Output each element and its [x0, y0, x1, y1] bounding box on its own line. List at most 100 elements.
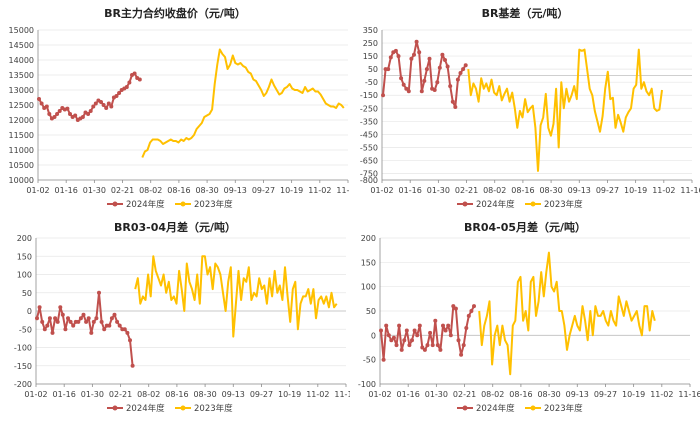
- y-tick-label: 15000: [9, 26, 34, 35]
- legend-marker: [530, 201, 536, 207]
- legend-marker: [112, 405, 118, 411]
- series-line-2023: [141, 48, 345, 158]
- data-point: [97, 290, 101, 295]
- data-point: [456, 338, 461, 343]
- data-point: [99, 319, 104, 324]
- y-tick-label: -450: [360, 130, 378, 139]
- x-tick-label: 11-16: [680, 186, 700, 195]
- y-tick-label: 350: [363, 26, 378, 35]
- legend-label: 2023年度: [544, 403, 583, 414]
- x-tick-label: 11-16: [334, 390, 350, 399]
- x-tick-label: 01-30: [427, 186, 450, 195]
- chart-panel-spread-03-04: BR03-04月差（元/吨） 200 150 100 50 0 -50 -100 -150 -20…: [0, 214, 358, 427]
- y-tick-label: -750: [360, 169, 378, 178]
- data-point: [109, 316, 114, 321]
- data-point: [381, 93, 385, 98]
- x-tick-label: 11-02: [652, 186, 675, 195]
- y-tick-label: -350: [360, 117, 378, 126]
- data-point: [80, 115, 85, 119]
- y-tick-label: 150: [363, 52, 378, 61]
- data-point: [57, 109, 62, 113]
- data-point: [127, 80, 132, 85]
- data-point: [137, 77, 142, 82]
- data-point: [428, 330, 433, 335]
- data-point: [432, 88, 437, 92]
- x-tick-label: 08-30: [537, 390, 560, 399]
- data-point: [66, 316, 70, 321]
- data-point: [425, 343, 430, 348]
- y-tick-label: -50: [19, 325, 32, 334]
- data-point: [73, 113, 78, 118]
- y-tick-label: -800: [360, 176, 378, 185]
- y-tick-label: 10500: [9, 161, 34, 170]
- data-point: [419, 89, 424, 94]
- data-point: [453, 105, 458, 109]
- x-tick-label: 10-19: [622, 390, 645, 399]
- data-point: [63, 327, 68, 332]
- data-point: [68, 112, 72, 116]
- data-point: [132, 71, 137, 76]
- data-point: [47, 112, 52, 116]
- y-tick-label: 100: [361, 283, 376, 292]
- y-tick-label: 11000: [9, 146, 34, 155]
- y-tick-label: 14500: [9, 41, 34, 50]
- x-tick-label: 09-13: [222, 390, 245, 399]
- data-point: [93, 101, 98, 106]
- x-tick-label: 08-02: [137, 390, 160, 399]
- data-point: [448, 333, 453, 338]
- data-point: [443, 58, 447, 62]
- x-tick-label: 08-30: [193, 390, 216, 399]
- x-tick-label: 11-16: [336, 186, 350, 195]
- data-point: [381, 357, 386, 362]
- data-point: [435, 343, 440, 348]
- y-tick-label: -150: [14, 362, 32, 371]
- y-tick-label: -250: [360, 104, 378, 113]
- data-point: [458, 71, 463, 75]
- y-tick-label: 12000: [9, 116, 34, 125]
- data-point: [91, 104, 96, 109]
- data-point: [446, 323, 451, 328]
- data-point: [68, 319, 73, 324]
- chart-title: BR基差（元/吨）: [482, 6, 569, 20]
- data-point: [422, 347, 427, 352]
- data-point: [106, 101, 111, 106]
- legend-marker: [462, 405, 468, 411]
- chart-basis: BR基差（元/吨） 350 250 150 50 -50 -150 -250 -350 -450 -…: [360, 6, 700, 210]
- x-tick-label: 08-16: [167, 186, 190, 195]
- data-point: [107, 323, 112, 328]
- data-point: [125, 330, 130, 335]
- y-tick-label: -50: [365, 78, 378, 87]
- y-tick-label: -100: [14, 344, 32, 353]
- data-point: [60, 312, 65, 317]
- legend-marker: [530, 405, 536, 411]
- x-tick-label: 10-19: [280, 186, 303, 195]
- legend-label: 2023年度: [194, 199, 233, 210]
- x-tick-label: 01-30: [425, 390, 448, 399]
- data-point: [50, 330, 55, 335]
- data-point: [438, 347, 443, 352]
- y-tick-label: -550: [360, 143, 378, 152]
- y-tick-label: -50: [363, 356, 376, 365]
- y-tick-label: 50: [368, 65, 378, 74]
- y-tick-label: 100: [17, 271, 32, 280]
- x-tick-label: 02-21: [109, 390, 132, 399]
- data-point: [37, 305, 42, 310]
- data-point: [433, 318, 438, 323]
- y-tick-label: -650: [360, 156, 378, 165]
- data-point: [84, 319, 89, 324]
- x-tick-label: 01-02: [24, 390, 47, 399]
- data-point: [461, 343, 466, 348]
- data-point: [459, 352, 464, 357]
- data-point: [453, 306, 458, 311]
- data-point: [455, 77, 460, 82]
- x-tick-label: 02-21: [455, 186, 478, 195]
- data-point: [128, 338, 132, 343]
- chart-close-price: BR主力合约收盘价（元/吨） 15000 14500 14000 13500 13000 1…: [9, 6, 360, 210]
- legend-label: 2023年度: [194, 403, 233, 414]
- data-point: [86, 112, 91, 116]
- x-tick-label: 11-02: [308, 186, 331, 195]
- data-point: [443, 328, 448, 333]
- data-point: [104, 106, 109, 110]
- data-point: [445, 64, 450, 69]
- data-point: [114, 94, 119, 98]
